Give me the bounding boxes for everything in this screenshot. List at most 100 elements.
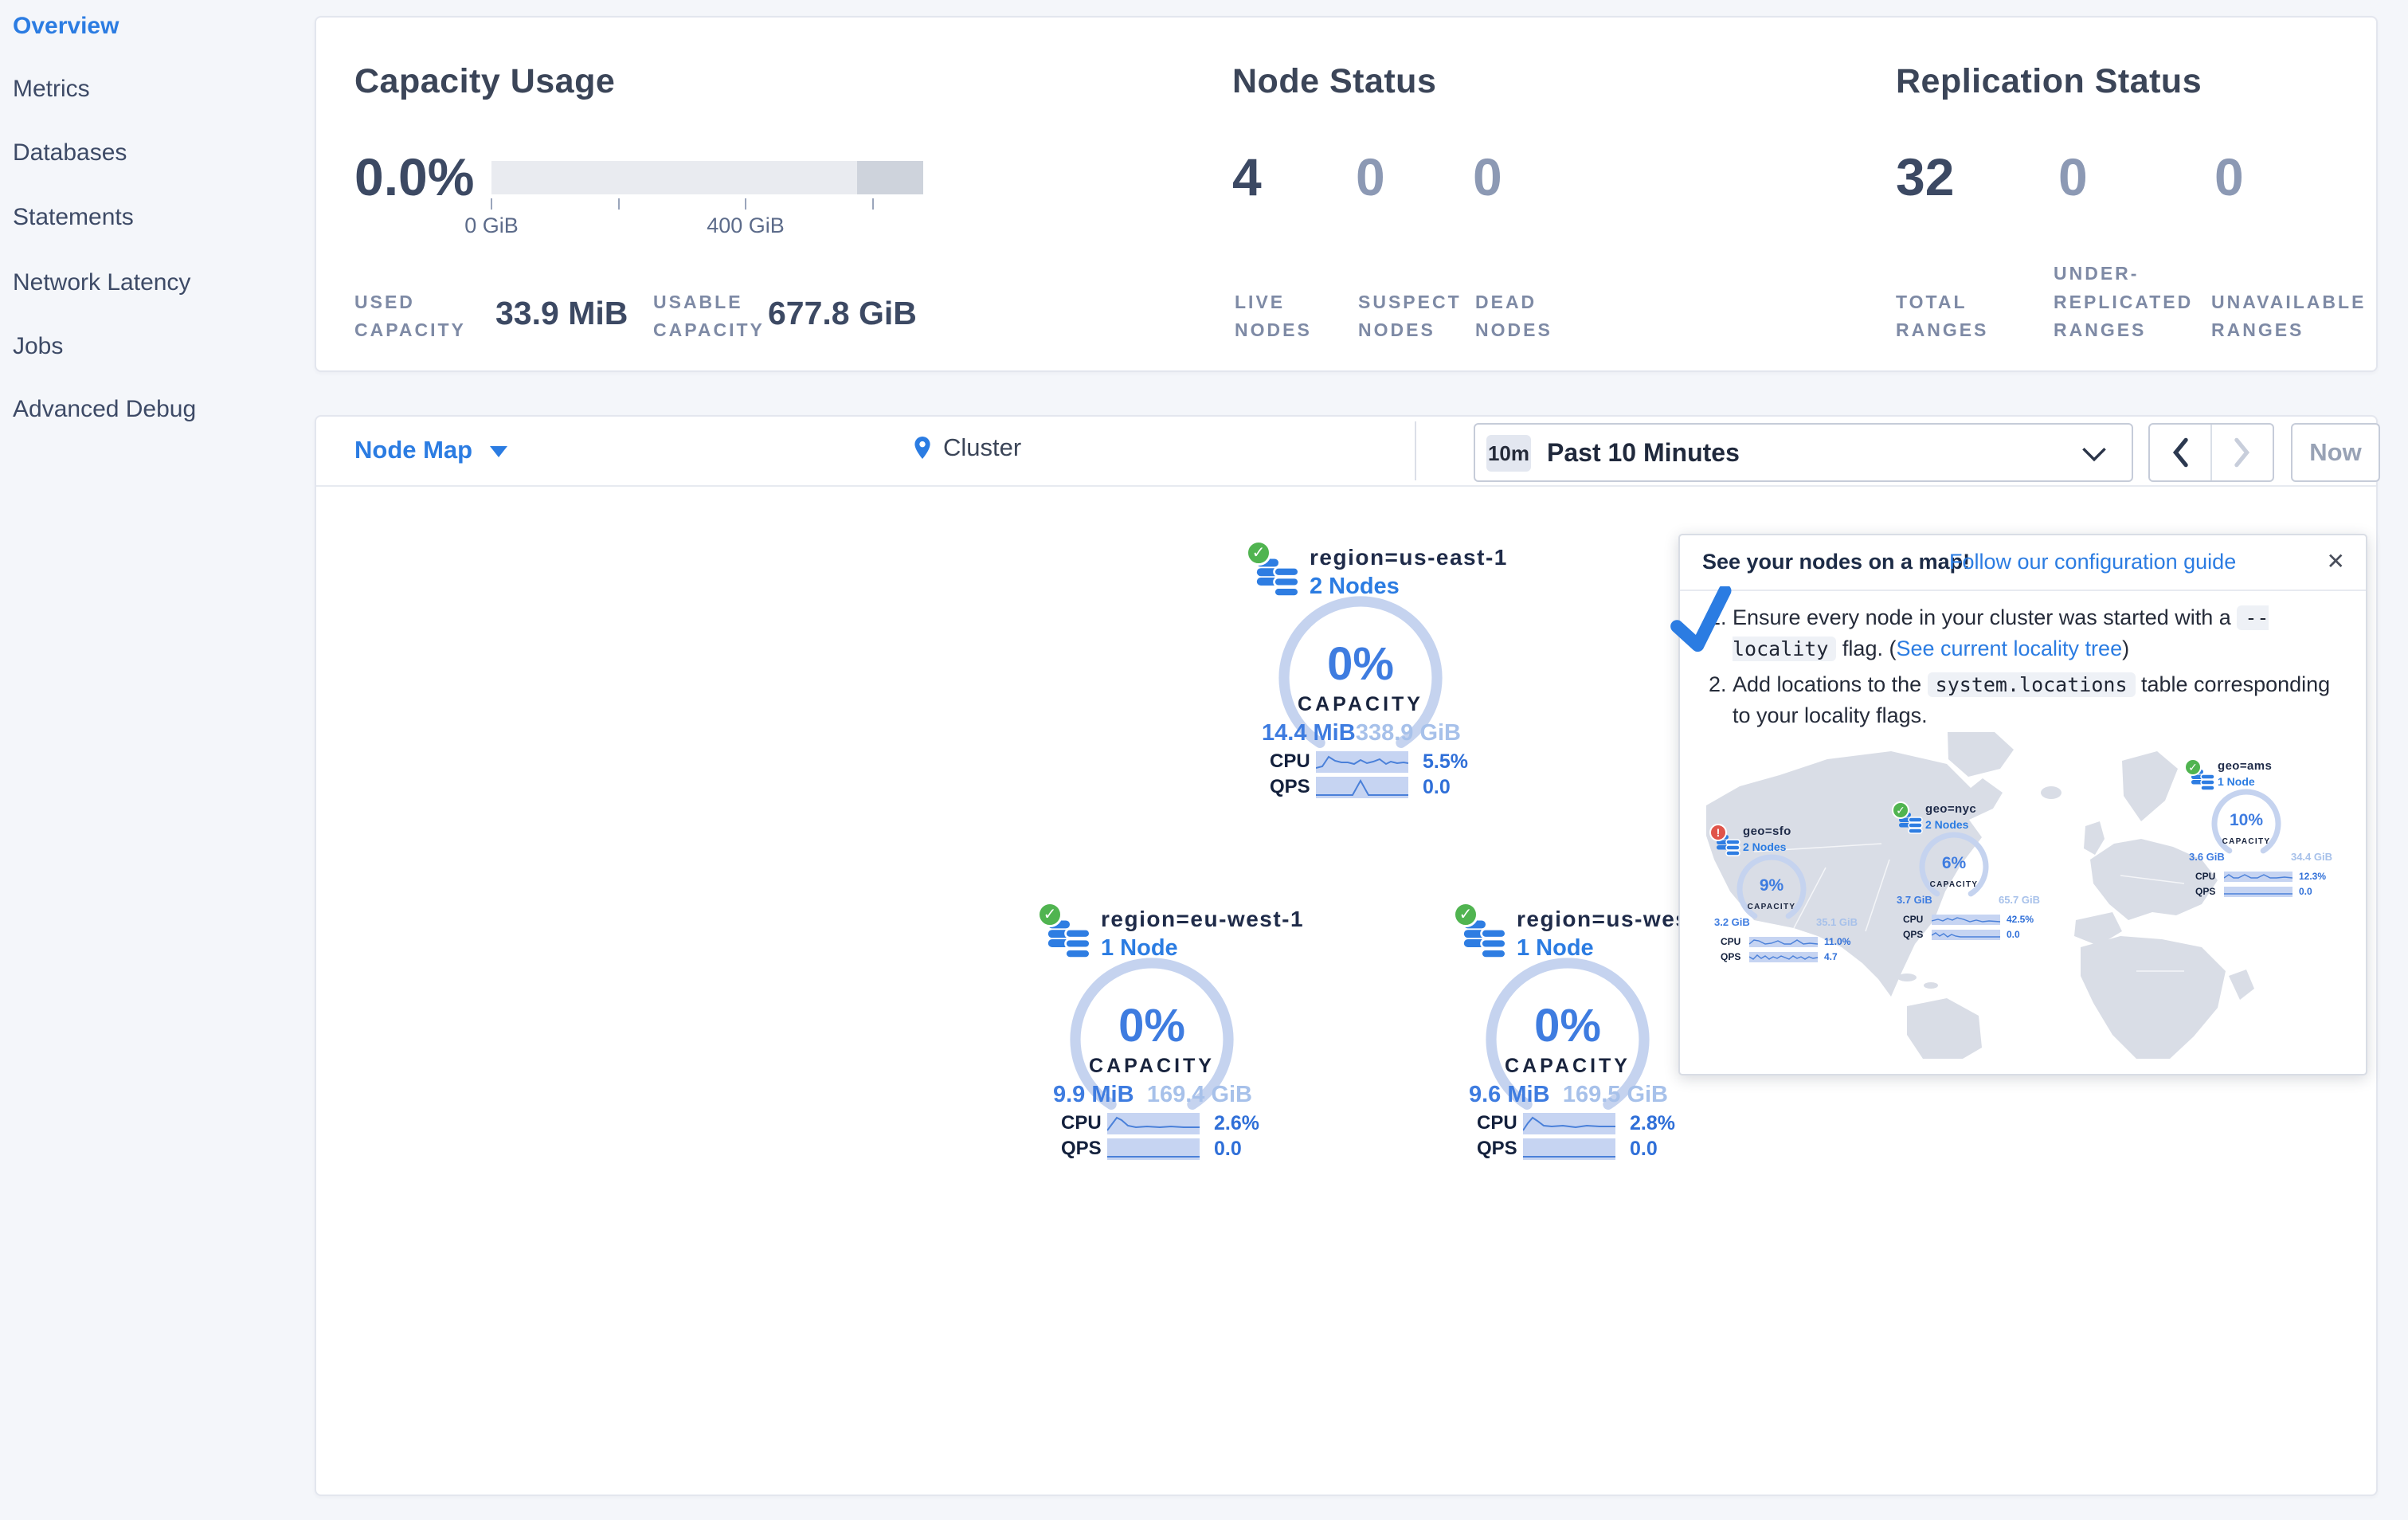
capacity-caption: CAPACITY <box>1298 693 1423 715</box>
live-nodes-label: LIVE NODES <box>1235 291 1312 341</box>
dead-nodes-label: DEAD NODES <box>1475 291 1552 341</box>
mini-region-nodes: 2 Nodes <box>1925 818 1969 831</box>
capacity-percent: 0% <box>1534 1000 1601 1052</box>
qps-sparkline <box>1749 951 1818 962</box>
configuration-guide-link[interactable]: Follow our configuration guide <box>1949 550 2237 574</box>
cpu-sparkline <box>1316 750 1408 773</box>
mini-region-nodes: 1 Node <box>2218 775 2255 788</box>
sidebar-item-metrics[interactable]: Metrics <box>13 76 90 102</box>
capacity-usage-title: Capacity Usage <box>354 62 616 100</box>
sidebar-item-jobs[interactable]: Jobs <box>13 333 64 359</box>
time-step-buttons <box>2148 423 2274 482</box>
healthy-check-icon: ✓ <box>2184 758 2202 776</box>
capacity-caption: CAPACITY <box>1929 880 1979 889</box>
sidebar-item-statements[interactable]: Statements <box>13 204 134 230</box>
sidebar-item-overview[interactable]: Overview <box>13 13 119 39</box>
live-nodes-count: 4 <box>1232 147 1262 206</box>
total-ranges-count: 32 <box>1896 147 1955 206</box>
capacity-percent: 10% <box>2229 811 2264 829</box>
tooltip-steps: Ensure every node in your cluster was st… <box>1704 602 2341 737</box>
capacity-used: 3.7 GiB <box>1897 894 1932 906</box>
cpu-label: CPU <box>1903 914 1924 925</box>
tooltip-header: See your nodes on a map! Follow our conf… <box>1680 535 2366 591</box>
cpu-value: 11.0% <box>1824 936 1851 947</box>
time-range-select[interactable]: 10m Past 10 Minutes <box>1474 423 2133 482</box>
capacity-caption: CAPACITY <box>1747 903 1796 911</box>
cpu-value: 5.5% <box>1423 750 1468 773</box>
cpu-sparkline <box>1523 1112 1615 1134</box>
cpu-value: 2.6% <box>1214 1111 1259 1134</box>
qps-value: 4.7 <box>1824 951 1838 962</box>
time-forward-button[interactable] <box>2210 425 2273 480</box>
capacity-gauge-reserved <box>857 161 923 194</box>
under-replicated-count: 0 <box>2058 147 2088 206</box>
capacity-total: 169.5 GiB <box>1562 1082 1668 1107</box>
cpu-sparkline <box>2224 871 2292 882</box>
qps-sparkline <box>1316 776 1408 798</box>
region-locality-label: region=eu-west-1 <box>1101 907 1305 931</box>
now-button[interactable]: Now <box>2291 423 2380 482</box>
sidebar-item-network-latency[interactable]: Network Latency <box>13 269 191 296</box>
node-map-toolbar: Node Map Cluster 10m Past 10 Minutes Now <box>316 417 2380 487</box>
qps-value: 0.0 <box>1423 775 1451 798</box>
used-capacity-label: USED CAPACITY <box>354 291 466 341</box>
node-map-setup-tooltip: See your nodes on a map! Follow our conf… <box>1670 534 2367 1075</box>
capacity-percent: 0.0% <box>354 147 475 206</box>
caret-down-icon <box>490 445 508 457</box>
region-us-west-1: ✓ region=us-west-1 1 Node 0% CAPACITY 9.… <box>1435 895 1770 1174</box>
done-checkmark-icon <box>1670 586 1732 652</box>
time-back-button[interactable] <box>2150 425 2210 480</box>
breadcrumb-cluster-label: Cluster <box>943 433 1022 461</box>
healthy-check-icon: ✓ <box>1246 540 1271 566</box>
capacity-total: 34.4 GiB <box>2290 851 2332 863</box>
sidebar-item-databases[interactable]: Databases <box>13 139 127 166</box>
mini-region-nodes: 2 Nodes <box>1743 840 1787 853</box>
mini-region-label: geo=sfo <box>1743 825 1791 838</box>
qps-label: QPS <box>1477 1138 1517 1159</box>
healthy-check-icon: ✓ <box>1453 902 1478 927</box>
time-range-label: Past 10 Minutes <box>1547 438 1740 467</box>
mini-region-sfo: ! geo=sfo 2 Nodes 9% CAPACITY 3.2 GiB 35… <box>1709 824 1865 971</box>
used-capacity-value: 33.9 MiB <box>495 295 628 331</box>
cluster-summary-card: Capacity Usage 0.0% 0 GiB 400 GiB USED C… <box>315 16 2378 372</box>
cpu-sparkline <box>1932 914 2000 925</box>
capacity-total: 338.9 GiB <box>1355 720 1461 746</box>
sidebar-item-advanced-debug[interactable]: Advanced Debug <box>13 396 197 422</box>
cpu-label: CPU <box>1061 1112 1102 1134</box>
view-mode-label: Node Map <box>354 436 473 464</box>
mini-region-nyc: ✓ geo=nyc 2 Nodes 6% CAPACITY 3.7 GiB 65… <box>1892 801 2047 949</box>
cpu-value: 2.8% <box>1630 1111 1675 1134</box>
chevron-right-icon <box>2234 437 2250 468</box>
cpu-value: 12.3% <box>2299 871 2327 882</box>
region-nodes-link[interactable]: 2 Nodes <box>1310 574 1400 599</box>
capacity-caption: CAPACITY <box>1089 1055 1215 1077</box>
node-status-title: Node Status <box>1232 62 1437 100</box>
cpu-label: CPU <box>2195 871 2216 882</box>
healthy-check-icon: ✓ <box>1892 801 1909 819</box>
qps-label: QPS <box>2195 886 2216 897</box>
time-range-badge: 10m <box>1486 435 1531 472</box>
view-mode-dropdown[interactable]: Node Map <box>354 436 508 464</box>
region-nodes-link[interactable]: 1 Node <box>1101 935 1178 961</box>
chevron-left-icon <box>2172 437 2188 468</box>
capacity-percent: 9% <box>1759 876 1784 895</box>
qps-sparkline <box>1523 1138 1615 1160</box>
dead-nodes-count: 0 <box>1473 147 1502 206</box>
region-nodes-link[interactable]: 1 Node <box>1517 935 1594 961</box>
region-us-east-1: ✓ region=us-east-1 2 Nodes 0% CAPACITY 1… <box>1228 534 1563 813</box>
capacity-percent: 0% <box>1118 1000 1185 1052</box>
capacity-caption: CAPACITY <box>2222 837 2271 846</box>
locality-tree-link[interactable]: See current locality tree <box>1896 637 2123 661</box>
region-locality-label: region=us-east-1 <box>1310 545 1508 570</box>
region-eu-west-1: ✓ region=eu-west-1 1 Node 0% CAPACITY 9.… <box>1020 895 1354 1174</box>
qps-label: QPS <box>1270 776 1310 797</box>
qps-value: 0.0 <box>2299 886 2312 897</box>
capacity-used: 3.2 GiB <box>1714 916 1750 928</box>
capacity-percent: 6% <box>1941 854 1967 872</box>
qps-sparkline <box>1107 1138 1200 1160</box>
total-ranges-label: TOTAL RANGES <box>1896 291 1989 341</box>
cpu-value: 42.5% <box>2007 914 2034 925</box>
close-icon[interactable]: ✕ <box>2326 549 2345 574</box>
map-pin-icon <box>914 437 930 459</box>
sidebar: Overview Metrics Databases Statements Ne… <box>0 0 304 1520</box>
